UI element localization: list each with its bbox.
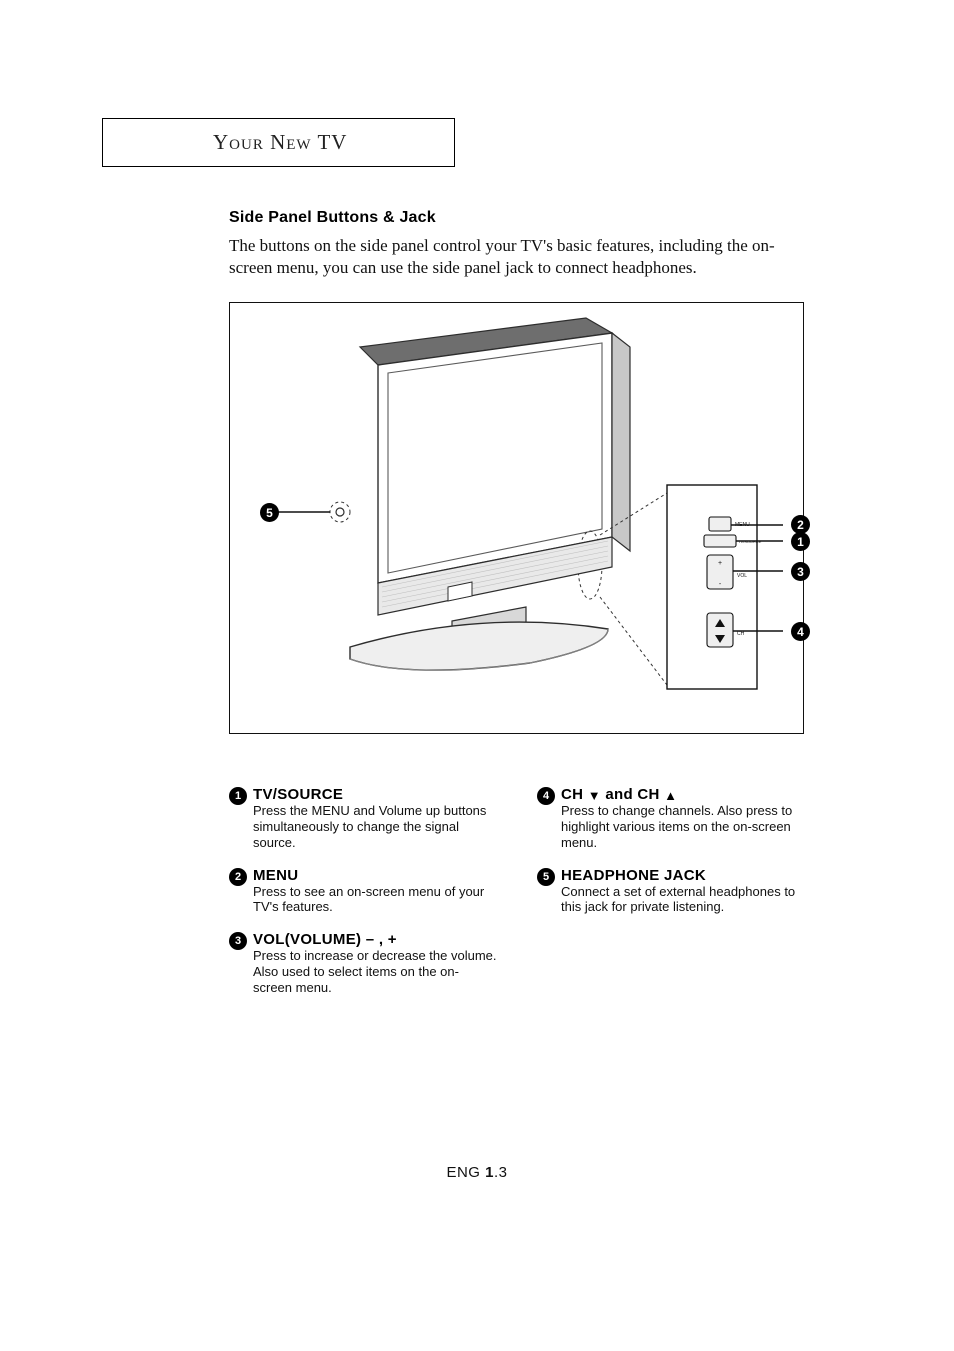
caption-desc: Press to see an on-screen menu of your T… (253, 884, 497, 916)
triangle-down-icon: ▼ (588, 788, 601, 803)
callout-5: 5 (260, 503, 279, 522)
diagram: MENU TV/SOURCE VOL + - CH 2 1 (229, 302, 804, 734)
caption-number-icon: 1 (229, 787, 247, 805)
chapter-title: Your New TV (213, 130, 347, 155)
callout-4: 4 (791, 622, 810, 641)
caption-item: 1 TV/SOURCE Press the MENU and Volume up… (229, 786, 497, 851)
caption-title: CH ▼ and CH ▲ (561, 786, 805, 803)
svg-text:+: + (718, 560, 722, 567)
caption-number-icon: 5 (537, 868, 555, 886)
caption-item: 3 VOL(VOLUME) – , + Press to increase or… (229, 931, 497, 996)
chapter-tab: Your New TV (102, 118, 455, 167)
callout-1: 1 (791, 532, 810, 551)
caption-item: 4 CH ▼ and CH ▲ Press to change channels… (537, 786, 805, 851)
page: Your New TV Side Panel Buttons & Jack Th… (0, 0, 954, 1351)
caption-desc: Press to change channels. Also press to … (561, 803, 805, 851)
caption-title: MENU (253, 867, 497, 884)
section-intro: The buttons on the side panel control yo… (229, 235, 804, 279)
caption-desc: Press to increase or decrease the volume… (253, 948, 497, 996)
footer-page: .3 (494, 1164, 508, 1181)
footer-chapter: 1 (485, 1164, 494, 1181)
tv-illustration: MENU TV/SOURCE VOL + - CH (230, 303, 803, 733)
caption-number-icon: 3 (229, 932, 247, 950)
detail-panel: MENU TV/SOURCE VOL + - CH (667, 485, 783, 689)
caption-item: 2 MENU Press to see an on-screen menu of… (229, 867, 497, 916)
caption-desc: Connect a set of external headphones to … (561, 884, 805, 916)
caption-desc: Press the MENU and Volume up buttons sim… (253, 803, 497, 851)
captions-col-left: 1 TV/SOURCE Press the MENU and Volume up… (229, 786, 497, 1012)
footer-lang: ENG (446, 1164, 485, 1181)
caption-title: VOL(VOLUME) – , + (253, 931, 497, 948)
captions-col-right: 4 CH ▼ and CH ▲ Press to change channels… (537, 786, 805, 1012)
svg-text:VOL: VOL (737, 573, 747, 579)
caption-title: HEADPHONE JACK (561, 867, 805, 884)
callout-3: 3 (791, 562, 810, 581)
section-title: Side Panel Buttons & Jack (229, 209, 436, 227)
caption-number-icon: 2 (229, 868, 247, 886)
caption-number-icon: 4 (537, 787, 555, 805)
svg-text:CH: CH (737, 631, 745, 637)
page-footer: ENG 1.3 (0, 1164, 954, 1181)
caption-item: 5 HEADPHONE JACK Connect a set of extern… (537, 867, 805, 916)
triangle-up-icon: ▲ (664, 788, 677, 803)
caption-title: TV/SOURCE (253, 786, 497, 803)
captions: 1 TV/SOURCE Press the MENU and Volume up… (229, 786, 809, 1012)
